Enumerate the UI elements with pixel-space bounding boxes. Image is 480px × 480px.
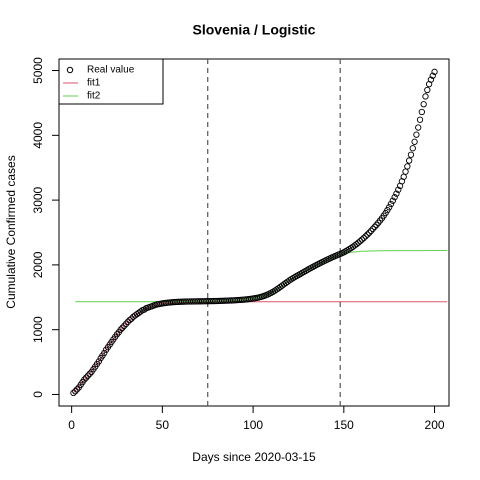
data-point [366,229,373,236]
data-point [422,93,429,100]
data-point [407,151,415,158]
data-point [358,236,366,243]
y-tick-label: 3000 [31,186,45,213]
data-point [357,238,364,245]
data-point [424,86,431,94]
data-point [389,197,396,204]
data-point [122,320,130,327]
data-point [373,221,380,229]
data-point [367,227,375,235]
data-point [101,349,108,357]
x-tick-label: 0 [68,418,75,432]
data-point [395,186,402,193]
data-point [141,306,148,313]
legend-label: fit2 [87,91,101,102]
data-point [386,204,393,211]
data-point [82,374,90,381]
data-point [362,233,369,240]
data-point [411,138,418,145]
x-tick-label: 150 [334,418,354,432]
data-point [95,358,102,365]
x-tick-label: 200 [425,418,445,432]
data-point [393,190,400,197]
data-point [70,389,77,396]
data-point [72,388,79,395]
data-point [86,370,93,377]
data-point [137,308,144,315]
data-point [117,326,124,333]
legend-label: fit1 [87,78,101,89]
chart-title: Slovenia / Logistic [193,22,316,38]
data-point [371,223,378,231]
x-tick-label: 50 [156,418,170,432]
plot-frame [58,58,450,407]
data-point [429,72,436,79]
data-point [128,315,135,322]
data-point [416,116,424,123]
data-point [420,101,427,108]
data-point [73,386,81,393]
data-point [427,76,435,83]
data-point [119,324,126,331]
fit-line [73,301,448,394]
data-point [364,231,371,238]
legend-label: Real value [87,65,135,76]
data-point [402,168,409,175]
x-tick-label: 100 [243,418,263,432]
x-axis-label: Days since 2020-03-15 [192,450,316,464]
data-point [404,163,411,170]
data-point [431,68,438,75]
y-tick-label: 4000 [31,122,45,149]
data-point [400,173,407,180]
fit-line [75,250,448,303]
data-point [113,331,121,338]
data-point [409,145,416,152]
data-point [387,200,395,208]
y-tick-label: 2000 [31,251,45,278]
data-point [413,131,420,138]
data-point [355,239,362,246]
y-tick-label: 5000 [31,57,45,84]
data-point [418,108,426,116]
data-point [415,124,422,131]
data-point [84,372,92,379]
data-point [369,225,377,233]
data-point [391,194,398,201]
data-point [121,322,128,329]
data-point [126,316,133,324]
data-point [124,318,132,326]
data-point [81,376,88,383]
data-point [360,234,367,242]
y-axis-label: Cumulative Confirmed cases [4,155,18,308]
legend-symbol [66,66,74,74]
y-tick-label: 1000 [31,316,45,343]
y-tick-label: 0 [31,391,45,398]
data-point [406,157,413,164]
